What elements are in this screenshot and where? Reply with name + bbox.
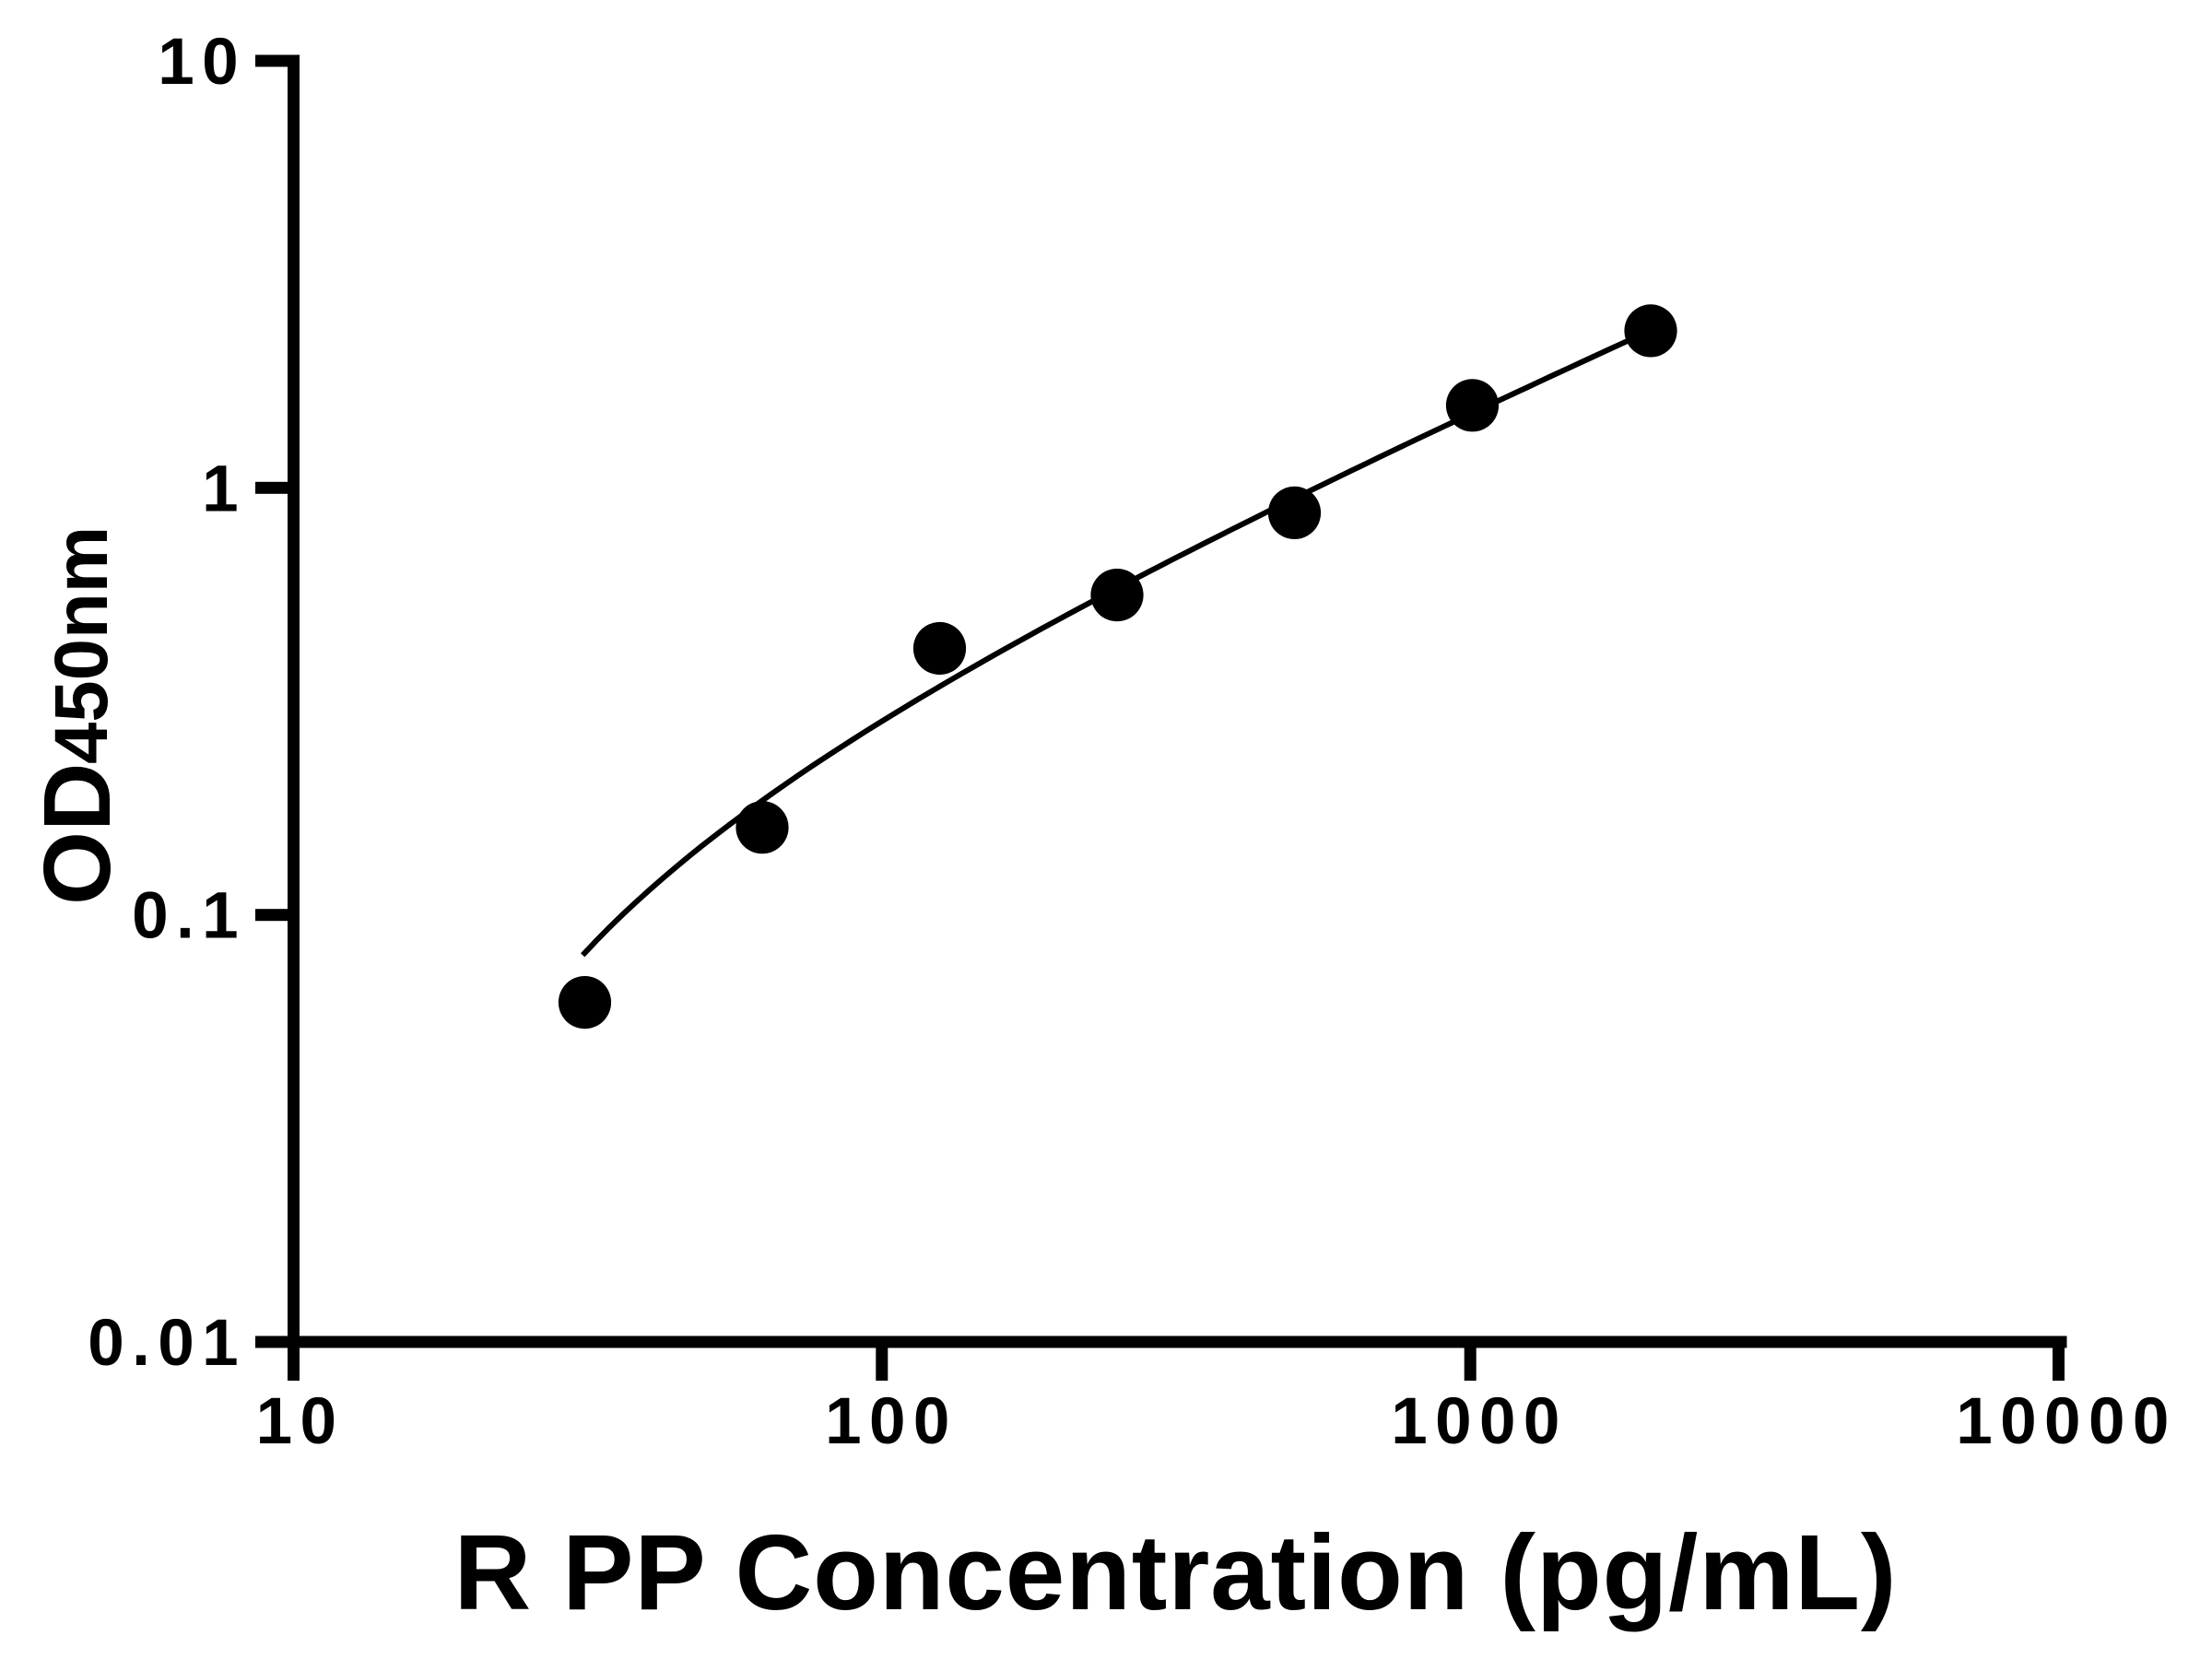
svg-text:R PP Concentration (pg/mL): R PP Concentration (pg/mL) [454, 1512, 1897, 1632]
svg-text:0.01: 0.01 [88, 1307, 246, 1380]
svg-text:1000: 1000 [1391, 1385, 1568, 1458]
svg-text:10: 10 [158, 26, 246, 99]
svg-text:450nm: 450nm [40, 526, 124, 764]
svg-text:1: 1 [202, 453, 246, 525]
svg-text:10000: 10000 [1956, 1385, 2176, 1458]
svg-text:0.1: 0.1 [132, 880, 246, 953]
svg-text:10: 10 [256, 1385, 345, 1458]
svg-text:100: 100 [825, 1385, 958, 1458]
svg-text:OD: OD [24, 763, 130, 906]
